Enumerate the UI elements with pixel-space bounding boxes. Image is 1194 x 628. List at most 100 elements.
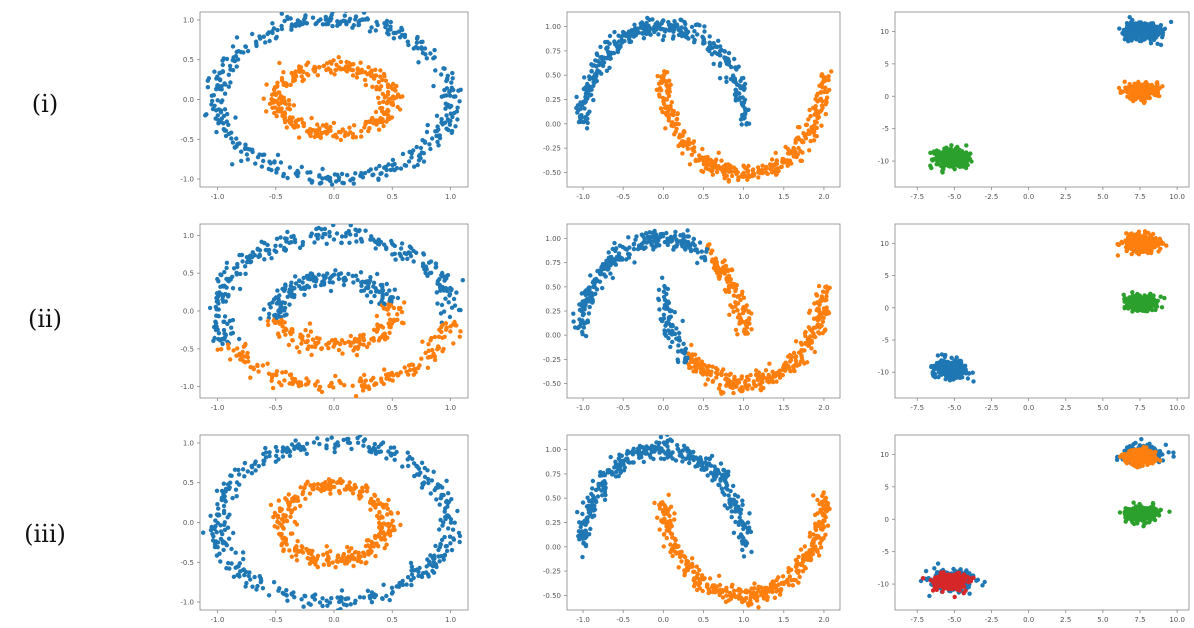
scatter-point bbox=[714, 259, 719, 265]
scatter-point bbox=[292, 377, 298, 382]
scatter-point bbox=[216, 331, 222, 336]
scatter-point bbox=[292, 125, 297, 130]
scatter-point bbox=[761, 375, 766, 380]
scatter-point bbox=[674, 126, 679, 131]
scatter-point bbox=[1153, 236, 1158, 241]
scatter-point bbox=[363, 82, 369, 88]
scatter-point bbox=[222, 283, 227, 288]
scatter-point bbox=[689, 152, 694, 157]
x-tick-label: -5.0 bbox=[948, 193, 962, 201]
scatter-point bbox=[362, 125, 367, 130]
scatter-point bbox=[939, 352, 945, 357]
scatter-point bbox=[683, 21, 688, 27]
scatter-point bbox=[816, 283, 822, 289]
scatter-point bbox=[282, 320, 287, 325]
scatter-point bbox=[582, 106, 587, 111]
scatter-point bbox=[735, 294, 740, 299]
scatter-point bbox=[729, 173, 735, 179]
scatter-point bbox=[291, 78, 296, 84]
scatter-point bbox=[333, 67, 338, 73]
scatter-point bbox=[351, 176, 356, 182]
scatter-point bbox=[1124, 302, 1130, 308]
scatter-point bbox=[444, 113, 449, 118]
scatter-point bbox=[308, 234, 313, 239]
y-tick-label: 5 bbox=[885, 60, 889, 68]
scatter-point bbox=[721, 390, 726, 395]
scatter-point bbox=[743, 321, 748, 327]
scatter-point bbox=[214, 313, 219, 318]
scatter-point bbox=[741, 87, 747, 93]
scatter-point bbox=[714, 375, 719, 380]
scatter-point bbox=[449, 287, 454, 292]
scatter-point bbox=[295, 168, 300, 174]
scatter-point bbox=[641, 234, 646, 239]
scatter-point bbox=[320, 22, 326, 27]
scatter-point bbox=[454, 109, 460, 114]
scatter-point bbox=[644, 231, 649, 236]
scatter-point bbox=[458, 329, 463, 334]
scatter-point bbox=[733, 80, 738, 85]
scatter-point bbox=[367, 126, 372, 131]
scatter-point bbox=[678, 17, 683, 22]
scatter-point bbox=[778, 372, 783, 377]
scatter-point bbox=[267, 38, 272, 44]
scatter-point bbox=[682, 130, 687, 135]
scatter-point bbox=[434, 290, 439, 295]
scatter-point bbox=[660, 37, 666, 43]
scatter-point bbox=[378, 74, 383, 79]
scatter-point bbox=[705, 369, 711, 375]
scatter-panel-1-0: -1.0 -0.5 0.0 0.5 1.0-1.0-0.50.00.51.0 bbox=[180, 223, 469, 412]
scatter-point bbox=[243, 341, 248, 347]
scatter-point bbox=[426, 342, 431, 347]
x-tick-label: 5.0 bbox=[1097, 404, 1108, 412]
scatter-point bbox=[331, 58, 336, 63]
scatter-point bbox=[437, 327, 442, 332]
scatter-point bbox=[373, 166, 379, 171]
scatter-point bbox=[282, 378, 287, 383]
scatter-point bbox=[342, 340, 347, 346]
scatter-point bbox=[661, 34, 667, 39]
scatter-point bbox=[367, 29, 373, 34]
scatter-point bbox=[612, 29, 617, 35]
scatter-point bbox=[948, 163, 953, 168]
scatter-point bbox=[313, 21, 318, 27]
scatter-point bbox=[348, 224, 353, 228]
scatter-point bbox=[215, 276, 220, 282]
scatter-point bbox=[634, 234, 639, 239]
scatter-point bbox=[950, 159, 956, 164]
scatter-point bbox=[1150, 85, 1155, 90]
scatter-point bbox=[384, 101, 390, 106]
scatter-point bbox=[713, 266, 718, 271]
scatter-point bbox=[273, 243, 278, 248]
scatter-point bbox=[717, 76, 723, 81]
scatter-point bbox=[571, 311, 576, 316]
scatter-point bbox=[707, 40, 712, 45]
scatter-point bbox=[445, 273, 451, 278]
scatter-point bbox=[673, 21, 678, 27]
scatter-point bbox=[393, 88, 398, 93]
scatter-point bbox=[641, 240, 646, 245]
points-layer bbox=[929, 229, 1169, 384]
scatter-point bbox=[421, 151, 426, 156]
scatter-point bbox=[699, 168, 704, 174]
scatter-point bbox=[739, 389, 744, 394]
scatter-point bbox=[735, 378, 741, 383]
scatter-point bbox=[430, 347, 435, 353]
scatter-point bbox=[665, 112, 671, 117]
scatter-point bbox=[238, 49, 244, 55]
scatter-point bbox=[798, 149, 803, 154]
scatter-point bbox=[1127, 232, 1133, 237]
scatter-point bbox=[360, 17, 365, 22]
scatter-point bbox=[719, 369, 724, 375]
scatter-point bbox=[278, 100, 283, 106]
scatter-point bbox=[1162, 295, 1167, 301]
scatter-point bbox=[260, 363, 266, 368]
scatter-point bbox=[631, 246, 637, 252]
scatter-point bbox=[445, 73, 450, 79]
scatter-point bbox=[370, 84, 375, 90]
scatter-point bbox=[377, 242, 382, 247]
scatter-point bbox=[582, 298, 588, 303]
scatter-point bbox=[617, 243, 623, 248]
scatter-point bbox=[240, 259, 245, 264]
scatter-point bbox=[273, 36, 279, 41]
